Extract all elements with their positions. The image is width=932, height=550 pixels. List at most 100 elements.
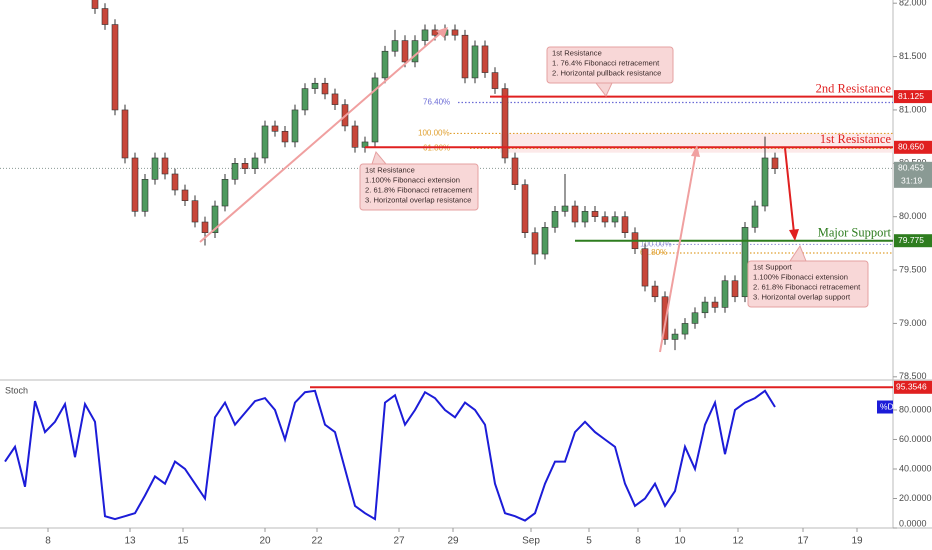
candle-body	[121, 109, 129, 159]
candle-body	[551, 211, 559, 228]
candle-body	[311, 82, 319, 89]
price-tag-label: 95.3546	[896, 382, 927, 392]
y-tick-label: 82.000	[899, 0, 927, 8]
annotations: 1st Resistance 1. 76.4% Fibonacci retrace…	[199, 27, 869, 353]
candle-body	[731, 280, 739, 298]
candle-body	[291, 109, 299, 143]
series-tag-label: %D	[880, 401, 894, 411]
candle-body	[131, 157, 139, 212]
candle-body	[171, 173, 179, 191]
countdown: 31:19	[901, 176, 923, 186]
callout-box	[747, 260, 869, 308]
callout-text: 2. Horizontal pullback resistance	[552, 69, 661, 78]
price-tag	[894, 161, 932, 188]
price-tag-label: 81.125	[898, 91, 924, 101]
candle-body	[221, 179, 229, 207]
candle-body	[271, 125, 279, 132]
fib-label: 76.40%	[423, 98, 450, 107]
candle-body	[581, 211, 589, 223]
candle-body	[181, 189, 189, 201]
candle-body	[351, 125, 359, 148]
candle-body	[261, 125, 269, 159]
callout-box	[359, 163, 479, 211]
candle-body	[671, 333, 679, 340]
arrow-head	[436, 27, 448, 38]
candle-body	[281, 130, 289, 143]
x-tick-label: 20	[259, 536, 271, 547]
stoch-line	[4, 389, 776, 522]
candle-body	[561, 205, 569, 212]
candle-body	[101, 8, 109, 25]
x-tick-label: 5	[586, 536, 592, 547]
candle-body	[721, 280, 729, 308]
candle-body	[491, 72, 499, 89]
candle-body	[231, 163, 239, 180]
x-tick-label: Sep	[522, 536, 540, 547]
arrow-head	[789, 229, 799, 241]
y-tick-label: 80.000	[899, 211, 927, 221]
callout-text: 1.100% Fibonacci extension	[753, 273, 848, 282]
candle-body	[321, 82, 329, 95]
candle-body	[701, 301, 709, 314]
candle-body	[371, 77, 379, 143]
price-tag	[894, 380, 932, 394]
candle-body	[651, 285, 659, 298]
candle-body	[771, 157, 779, 169]
series-tag	[877, 400, 893, 414]
candle-body	[401, 40, 409, 63]
candle-body	[381, 50, 389, 79]
level-name: 2nd Resistance	[816, 81, 892, 95]
fib-label: 61.80%	[640, 248, 667, 257]
trend-arrow	[659, 151, 697, 353]
candle-body	[611, 216, 619, 223]
candle-body	[251, 157, 259, 169]
y-tick-label: 79.000	[899, 318, 927, 328]
x-tick-label: 17	[797, 536, 809, 547]
callout-text: 2. 61.8% Fibonacci retracement	[753, 283, 861, 292]
candle-body	[191, 200, 199, 223]
candle-body	[111, 24, 119, 111]
y-tick-label: 78.500	[899, 371, 927, 381]
candle-body	[91, 0, 99, 9]
price-tag	[894, 140, 932, 154]
candle-body	[241, 163, 249, 169]
y-tick-label: 79.500	[899, 264, 927, 274]
x-tick-label: 29	[447, 536, 459, 547]
callout-text: 2. 61.8% Fibonacci retracement	[365, 186, 473, 195]
callout-box	[546, 46, 674, 84]
candle-body	[211, 205, 219, 233]
fib-label: 100.00%	[640, 240, 672, 249]
x-tick-label: 27	[393, 536, 405, 547]
trend-arrow	[199, 30, 444, 243]
candle-body	[751, 205, 759, 228]
candle-body	[601, 216, 609, 223]
candle-body	[451, 29, 459, 36]
x-tick-label: 8	[635, 536, 641, 547]
x-tick-label: 19	[851, 536, 863, 547]
drop-arrow	[784, 147, 795, 234]
callout-text: 1.100% Fibonacci extension	[365, 176, 460, 185]
candle-body	[591, 211, 599, 217]
x-tick-label: 15	[177, 536, 189, 547]
y-tick-label: 40.0000	[899, 463, 932, 473]
fib-label: 100.00%	[418, 129, 450, 138]
y-tick-label: 80.0000	[899, 404, 932, 414]
x-tick-label: 22	[311, 536, 323, 547]
candle-body	[761, 157, 769, 207]
candle-body	[161, 157, 169, 175]
y-tick-label: 60.0000	[899, 434, 932, 444]
callout-text: 1. 76.4% Fibonacci retracement	[552, 59, 660, 68]
candle-body	[541, 227, 549, 255]
candle-body	[201, 221, 209, 233]
price-tag	[894, 234, 932, 248]
level-name: 1st Resistance	[820, 132, 892, 146]
callout-text: 1st Resistance	[365, 166, 415, 175]
candle-body	[521, 184, 529, 233]
candle-body	[411, 40, 419, 63]
arrow-head	[691, 145, 700, 157]
candle-body	[151, 157, 159, 180]
candle-body	[331, 93, 339, 105]
candle-body	[641, 248, 649, 287]
candle-body	[501, 88, 509, 159]
candle-body	[531, 232, 539, 255]
